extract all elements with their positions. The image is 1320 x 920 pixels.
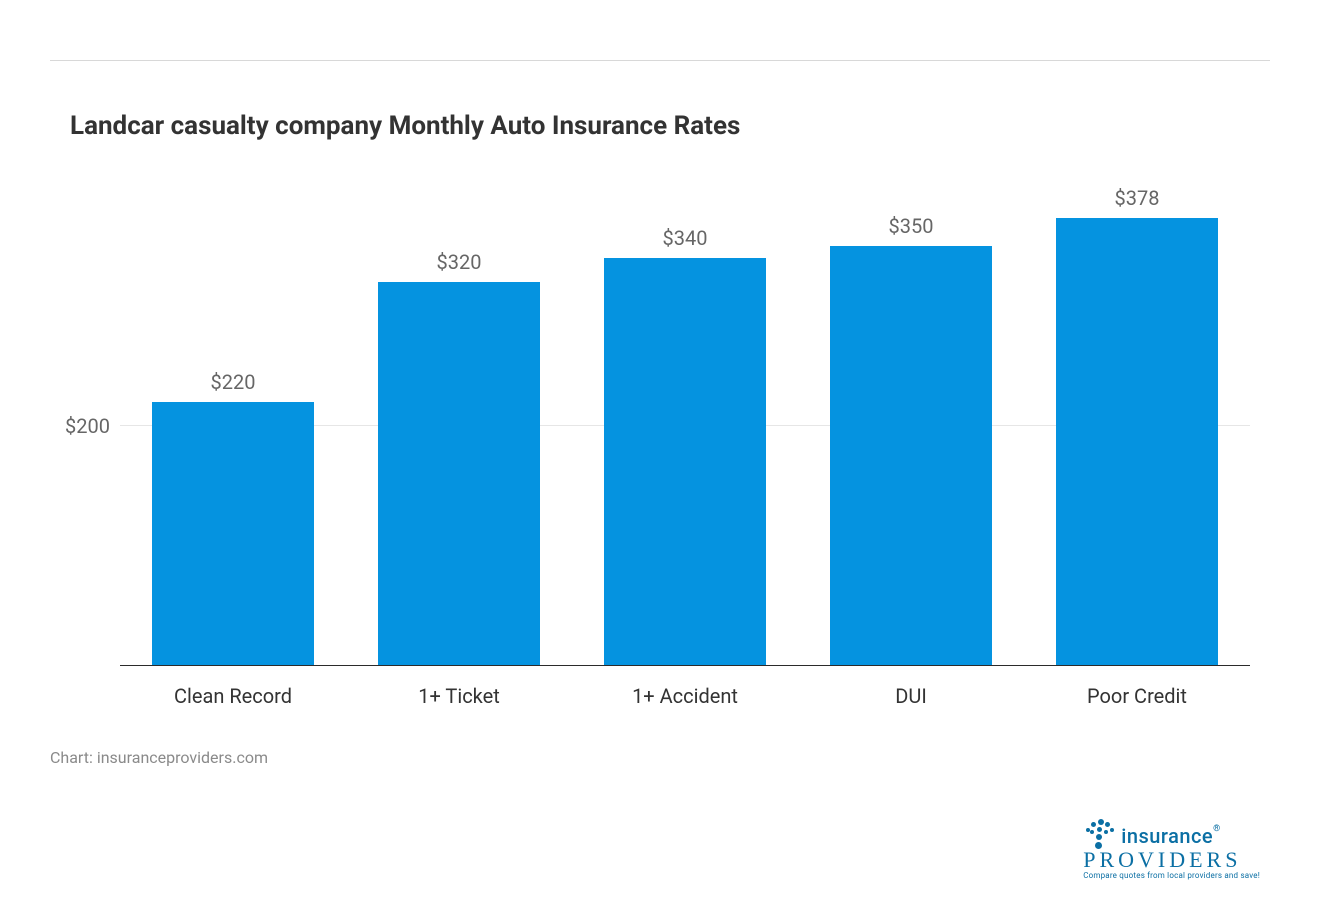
logo-text-insurance: insurance® — [1121, 824, 1221, 848]
x-axis-label: Poor Credit — [1024, 684, 1250, 708]
logo-tagline: Compare quotes from local providers and … — [1083, 871, 1260, 880]
bar-value-label: $320 — [437, 250, 482, 274]
bar — [1056, 218, 1219, 665]
x-axis-labels: Clean Record1+ Ticket1+ AccidentDUIPoor … — [120, 666, 1250, 708]
bar-value-label: $378 — [1115, 186, 1160, 210]
bar-column: $320 — [346, 186, 572, 665]
plot-area: $220$320$340$350$378 $200 — [120, 186, 1250, 666]
brand-logo: insurance® PROVIDERS Compare quotes from… — [1083, 819, 1260, 880]
x-axis-label: DUI — [798, 684, 1024, 708]
bar-value-label: $340 — [663, 226, 708, 250]
bars-row: $220 $320 $340 $350 $378 — [120, 186, 1250, 665]
chart-area: $220$320$340$350$378 $200 Clean Record1+… — [50, 186, 1270, 708]
bar — [152, 402, 315, 665]
bar — [378, 282, 541, 665]
bar-column: $340 — [572, 186, 798, 665]
bar-value-label: $350 — [889, 214, 934, 238]
bar-column: $350 — [798, 186, 1024, 665]
logo-mark-icon — [1083, 819, 1117, 853]
bar — [604, 258, 767, 665]
y-tick-label: $200 — [65, 414, 110, 438]
bar-column: $220 — [120, 186, 346, 665]
chart-credit: Chart: insuranceproviders.com — [50, 748, 1270, 767]
x-axis-label: 1+ Accident — [572, 684, 798, 708]
bar-value-label: $220 — [211, 370, 256, 394]
top-divider — [50, 60, 1270, 61]
x-axis-label: 1+ Ticket — [346, 684, 572, 708]
registered-icon: ® — [1213, 824, 1221, 834]
bar — [830, 246, 993, 665]
x-axis-label: Clean Record — [120, 684, 346, 708]
chart-title: Landcar casualty company Monthly Auto In… — [50, 111, 1270, 141]
bar-column: $378 — [1024, 186, 1250, 665]
